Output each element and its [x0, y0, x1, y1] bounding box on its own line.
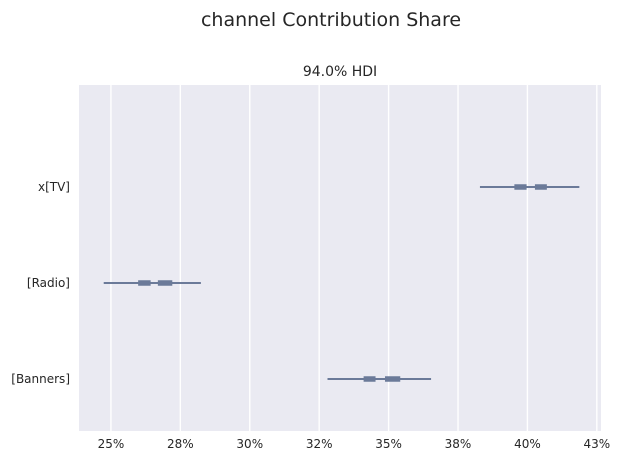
y-tick-label: [Banners] [11, 372, 70, 386]
x-tick-label: 38% [445, 437, 472, 451]
y-tick-label: [Radio] [27, 276, 70, 290]
figure-title: channel Contribution Share [201, 9, 461, 31]
axes-title: 94.0% HDI [303, 64, 377, 80]
y-axis-labels: x[TV] [Radio] [Banners] [11, 180, 70, 386]
hdi-intervals [103, 184, 580, 382]
y-tick-label: x[TV] [38, 180, 70, 194]
gridlines [110, 85, 598, 431]
x-tick-label: 28% [167, 437, 194, 451]
x-tick-label: 32% [306, 437, 333, 451]
x-tick-label: 35% [375, 437, 402, 451]
x-tick-label: 43% [583, 437, 610, 451]
x-tick-label: 25% [98, 437, 125, 451]
x-tick-label: 40% [514, 437, 541, 451]
x-axis-ticks: 25% 28% 30% 32% 35% 38% 40% 43% [98, 437, 611, 451]
x-tick-label: 30% [236, 437, 263, 451]
plot-area [79, 85, 601, 431]
